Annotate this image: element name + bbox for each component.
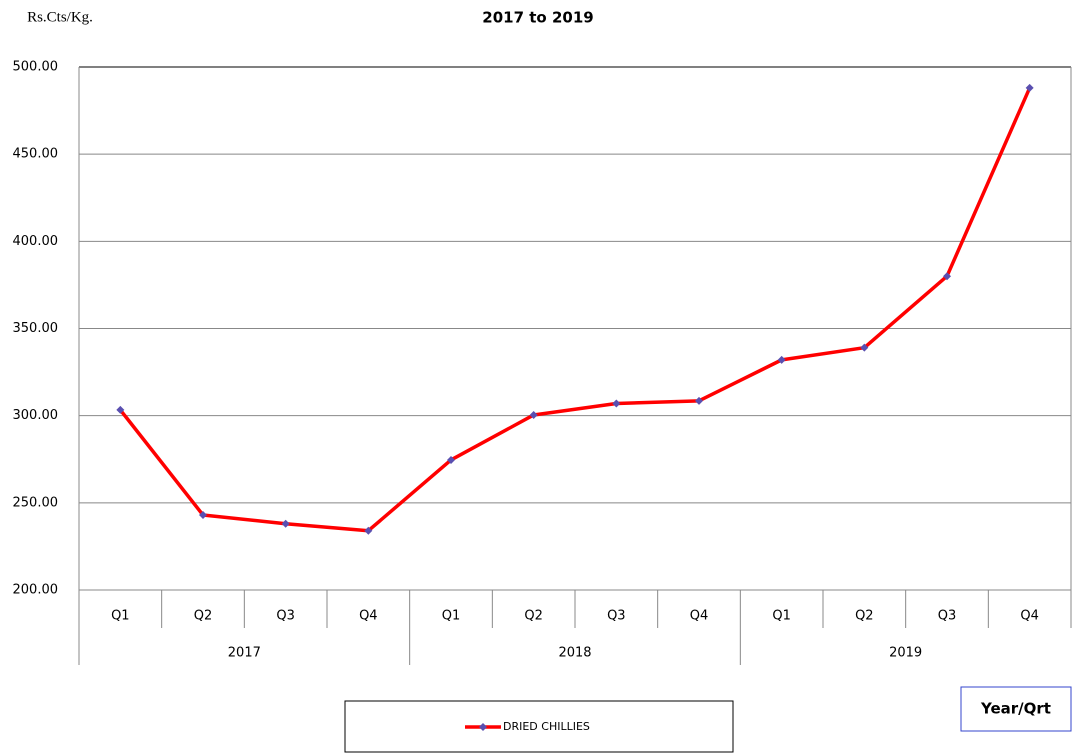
- x-tick-label: Q3: [276, 609, 295, 624]
- legend-label: DRIED CHILLIES: [503, 720, 590, 733]
- x-axis-title: Year/Qrt: [980, 700, 1051, 718]
- x-tick-label: Q1: [442, 609, 461, 624]
- y-tick-label: 450.00: [13, 147, 59, 162]
- year-label: 2019: [889, 646, 922, 661]
- data-point: [116, 405, 125, 414]
- x-tick-label: Q1: [772, 609, 791, 624]
- x-tick-label: Q1: [111, 609, 130, 624]
- x-tick-label: Q3: [607, 609, 626, 624]
- chart-title: 2017 to 2019: [482, 9, 593, 27]
- y-tick-label: 200.00: [13, 583, 59, 598]
- data-point: [364, 526, 373, 535]
- data-point: [281, 519, 290, 528]
- year-label: 2018: [558, 646, 591, 661]
- data-point: [529, 410, 538, 419]
- y-tick-label: 300.00: [13, 408, 59, 423]
- data-point: [612, 399, 621, 408]
- x-tick-label: Q2: [524, 609, 543, 624]
- y-tick-label: 250.00: [13, 495, 59, 510]
- x-tick-label: Q2: [194, 609, 213, 624]
- y-axis-unit: Rs.Cts/Kg.: [27, 9, 93, 25]
- data-point: [199, 511, 207, 520]
- x-tick-label: Q3: [938, 609, 957, 624]
- x-tick-label: Q2: [855, 609, 874, 624]
- year-label: 2017: [228, 646, 261, 661]
- x-tick-label: Q4: [359, 609, 378, 624]
- x-title-box: [960, 686, 1072, 732]
- legend-marker: [479, 723, 487, 731]
- y-tick-label: 400.00: [13, 234, 59, 249]
- y-tick-label: 500.00: [13, 60, 59, 75]
- y-tick-label: 350.00: [13, 321, 59, 336]
- data-point: [860, 343, 869, 352]
- x-tick-label: Q4: [1020, 609, 1039, 624]
- data-point: [943, 272, 951, 281]
- data-point: [777, 355, 786, 364]
- data-point: [695, 396, 703, 405]
- x-tick-label: Q4: [690, 609, 709, 624]
- data-point: [447, 455, 455, 464]
- legend-box: [344, 700, 734, 753]
- data-line: [118, 87, 1032, 533]
- data-point: [1025, 83, 1034, 92]
